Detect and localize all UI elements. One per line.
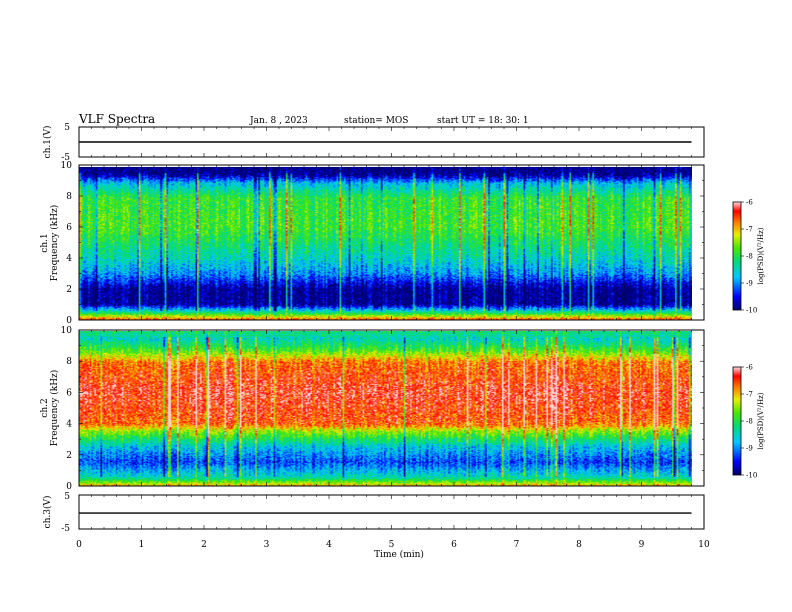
- ch1-colorbar-tick-label: -10: [746, 307, 757, 315]
- ch1-colorbar-label: log(PSD)(V²/Hz): [757, 227, 765, 284]
- ch1-spectrogram-panel: 10 8 6 4 2 0 ch.1 Frequency (kHz): [40, 161, 705, 326]
- ch2-ytick-label: 2: [66, 451, 72, 461]
- time-tick-label: 2: [201, 540, 207, 550]
- ch1-frequency-axis-label: Frequency (kHz): [49, 205, 60, 282]
- ch2-ytick-label: 10: [61, 326, 73, 336]
- ch1-colorbar-gradient: [733, 202, 741, 310]
- ch2-colorbar-tick-label: -8: [746, 418, 753, 426]
- ch1-panel-name: ch.1: [40, 233, 50, 252]
- ch1-voltage-panel: 5 -5 ch.1(V): [42, 123, 705, 163]
- ch1-colorbar-tick-label: -9: [746, 280, 753, 288]
- ch1-colorbar-tick-label: -8: [746, 253, 753, 261]
- ch1-ytick-label: 8: [66, 192, 72, 202]
- figure-title: VLF Spectra: [78, 112, 155, 126]
- ch3-ytick-5: 5: [64, 492, 70, 502]
- ch1-colorbar-tick-label: -6: [746, 199, 753, 207]
- time-tick-label: 6: [451, 540, 457, 550]
- ch3-voltage-frame: [78, 494, 705, 530]
- ch1-ytick-5: 5: [64, 123, 70, 133]
- ch2-colorbar-ticks: -6 -7 -8 -9 -10: [741, 364, 757, 480]
- ch1-voltage-ticks: [78, 127, 705, 157]
- time-tick-label: 10: [698, 540, 710, 550]
- ch3-voltage-panel: 5 -5 ch.3(V): [42, 492, 705, 534]
- ch2-spectrogram-image: [79, 331, 692, 486]
- ch1-colorbar-ticks: -6 -7 -8 -9 -10: [741, 199, 757, 315]
- ch1-frequency-tick-labels: 10 8 6 4 2 0: [61, 161, 73, 326]
- time-tick-label: 1: [139, 540, 145, 550]
- ch1-spectrogram-image: [79, 167, 692, 320]
- ch2-colorbar-tick-label: -7: [746, 391, 753, 399]
- ch2-ytick-label: 6: [66, 388, 72, 398]
- time-tick-label: 0: [76, 540, 82, 550]
- time-tick-label: 3: [264, 540, 270, 550]
- station-label: station= MOS: [344, 116, 408, 126]
- ch2-spectrogram-panel: 10 8 6 4 2 0 ch.2 Frequency (kHz): [40, 326, 705, 492]
- ch2-colorbar-tick-label: -6: [746, 364, 753, 372]
- ch2-colorbar-tick-label: -9: [746, 445, 753, 453]
- time-tick-label: 9: [639, 540, 645, 550]
- time-axis-tick-labels: 0 1 2 3 4 5 6 7 8 9 10: [76, 540, 710, 550]
- date-label: Jan. 8 , 2023: [249, 116, 308, 126]
- time-tick-label: 8: [576, 540, 582, 550]
- ch1-spectrogram-ticks: [78, 164, 705, 321]
- ch2-colorbar-tick-label: -10: [746, 472, 757, 480]
- ch2-frequency-axis-label: Frequency (kHz): [49, 370, 60, 447]
- time-axis-label: Time (min): [374, 549, 424, 560]
- ch3-ytick-neg5: -5: [61, 524, 70, 534]
- time-tick-label: 7: [514, 540, 520, 550]
- ch1-colorbar-tick-label: -7: [746, 226, 753, 234]
- ch2-panel-name: ch.2: [40, 398, 50, 417]
- time-tick-label: 4: [326, 540, 332, 550]
- ch2-ytick-label: 4: [66, 420, 72, 430]
- ch1-ytick-neg5: -5: [61, 153, 70, 163]
- ch1-ytick-label: 10: [61, 161, 73, 171]
- ch1-voltage-ylabel: ch.1(V): [42, 126, 53, 159]
- ch3-voltage-ylabel: ch.3(V): [42, 496, 53, 529]
- ch3-voltage-ticks: [78, 495, 705, 529]
- ch1-ytick-label: 2: [66, 285, 72, 295]
- ch1-colorbar: -6 -7 -8 -9 -10 log(PSD)(V²/Hz): [732, 199, 765, 315]
- ch2-spectrogram-ticks: [78, 329, 705, 487]
- ch2-ytick-label: 0: [66, 482, 72, 492]
- ch2-colorbar-gradient: [733, 367, 741, 475]
- ch2-frequency-tick-labels: 10 8 6 4 2 0: [61, 326, 73, 492]
- ch1-ytick-label: 6: [66, 223, 72, 233]
- ch2-colorbar-label: log(PSD)(V²/Hz): [757, 392, 765, 449]
- ch2-colorbar: -6 -7 -8 -9 -10 log(PSD)(V²/Hz): [732, 364, 765, 480]
- ch1-ytick-label: 4: [66, 254, 72, 264]
- ch2-ytick-label: 8: [66, 357, 72, 367]
- ch1-ytick-label: 0: [66, 316, 72, 326]
- start-time-label: start UT = 18: 30: 1: [437, 116, 529, 126]
- time-tick-label: 5: [389, 540, 395, 550]
